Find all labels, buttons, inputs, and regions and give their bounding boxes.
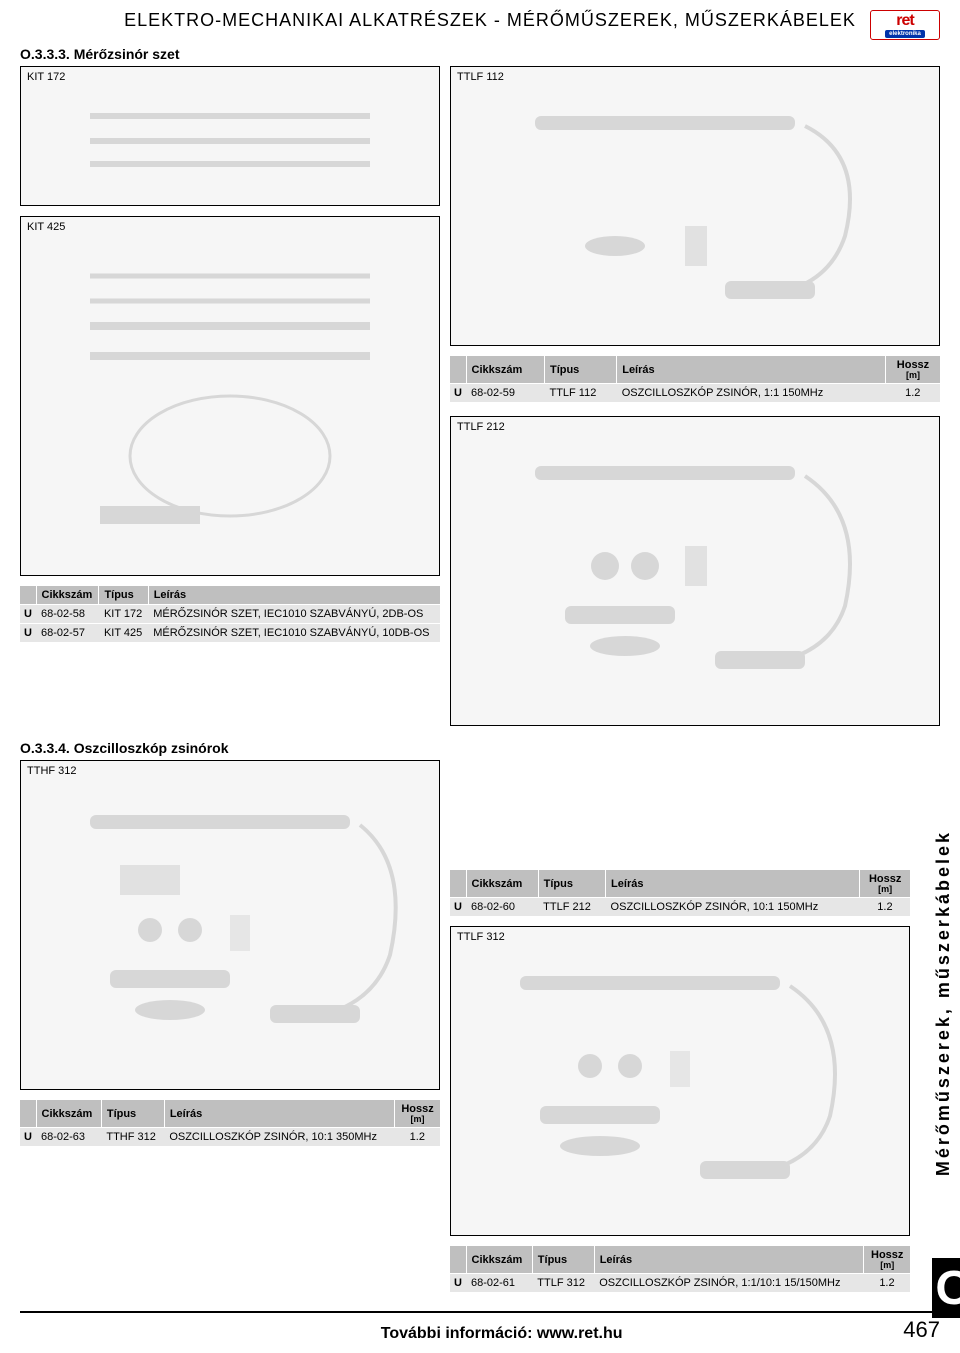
th-cikkszam: Cikkszám <box>466 1246 532 1274</box>
th-tipus: Típus <box>544 356 616 384</box>
side-tab: Mérőműszerek, műszerkábelek O <box>928 830 958 1176</box>
th-hossz: Hossz [m] <box>864 1246 910 1274</box>
section-2-label: O.3.3.4. Oszcilloszkóp zsinórok <box>20 740 940 756</box>
footer-text: További információ: www.ret.hu <box>100 1325 903 1343</box>
table-row: U 68-02-63 TTHF 312 OSZCILLOSZKÓP ZSINÓR… <box>20 1128 440 1147</box>
table-tthf312: Cikkszám Típus Leírás Hossz [m] U 68-02-… <box>20 1100 440 1146</box>
table-ttlf312: Cikkszám Típus Leírás Hossz [m] U 68-02-… <box>450 1246 910 1292</box>
figure-kit425: KIT 425 <box>20 216 440 576</box>
table-ttlf112: Cikkszám Típus Leírás Hossz [m] U 68-02-… <box>450 356 940 402</box>
th-cikkszam: Cikkszám <box>466 356 544 384</box>
figure-kit172: KIT 172 <box>20 66 440 206</box>
th-hossz: Hossz [m] <box>395 1100 440 1128</box>
figure-label-ttlf112: TTLF 112 <box>457 71 504 83</box>
figure-ttlf112: TTLF 112 <box>450 66 940 346</box>
logo: ret elektronika <box>870 10 940 40</box>
figure-label-tthf312: TTHF 312 <box>27 765 77 777</box>
figure-ttlf312: TTLF 312 <box>450 926 910 1236</box>
th-cikkszam: Cikkszám <box>36 1100 101 1128</box>
table-row: U 68-02-60 TTLF 212 OSZCILLOSZKÓP ZSINÓR… <box>450 898 910 917</box>
th-tipus: Típus <box>101 1100 164 1128</box>
table-ttlf212: Cikkszám Típus Leírás Hossz [m] U 68-02-… <box>450 870 910 916</box>
page-number: 467 <box>903 1317 940 1343</box>
figure-label-ttlf212: TTLF 212 <box>457 421 505 433</box>
table-row: U 68-02-57 KIT 425 MÉRŐZSINÓR SZET, IEC1… <box>20 624 440 643</box>
th-hossz: Hossz [m] <box>885 356 940 384</box>
page-title: ELEKTRO-MECHANIKAI ALKATRÉSZEK - MÉRŐMŰS… <box>20 10 870 31</box>
figure-label-ttlf312: TTLF 312 <box>457 931 505 943</box>
th-tipus: Típus <box>99 586 148 605</box>
th-tipus: Típus <box>532 1246 594 1274</box>
figure-ttlf212: TTLF 212 <box>450 416 940 726</box>
figure-label-kit172: KIT 172 <box>27 71 65 83</box>
page-header: ELEKTRO-MECHANIKAI ALKATRÉSZEK - MÉRŐMŰS… <box>20 10 940 40</box>
figure-tthf312: TTHF 312 <box>20 760 440 1090</box>
side-tab-letter: O <box>932 1258 960 1318</box>
th-leiras: Leírás <box>617 356 886 384</box>
table-row: U 68-02-59 TTLF 112 OSZCILLOSZKÓP ZSINÓR… <box>450 384 940 403</box>
th-tipus: Típus <box>538 870 605 898</box>
th-hossz: Hossz [m] <box>860 870 910 898</box>
table-row: U 68-02-61 TTLF 312 OSZCILLOSZKÓP ZSINÓR… <box>450 1274 910 1293</box>
th-leiras: Leírás <box>594 1246 864 1274</box>
th-cikkszam: Cikkszám <box>36 586 99 605</box>
th-leiras: Leírás <box>606 870 860 898</box>
section-1-label: O.3.3.3. Mérőzsinór szet <box>20 46 940 62</box>
figure-label-kit425: KIT 425 <box>27 221 65 233</box>
table-kits: Cikkszám Típus Leírás U 68-02-58 KIT 172… <box>20 586 440 642</box>
th-cikkszam: Cikkszám <box>466 870 538 898</box>
table-row: U 68-02-58 KIT 172 MÉRŐZSINÓR SZET, IEC1… <box>20 605 440 624</box>
logo-main: ret <box>896 13 913 29</box>
th-leiras: Leírás <box>148 586 440 605</box>
side-tab-text: Mérőműszerek, műszerkábelek <box>933 830 954 1176</box>
th-leiras: Leírás <box>164 1100 394 1128</box>
page-footer: További információ: www.ret.hu 467 <box>20 1311 940 1343</box>
logo-sub: elektronika <box>885 30 925 38</box>
